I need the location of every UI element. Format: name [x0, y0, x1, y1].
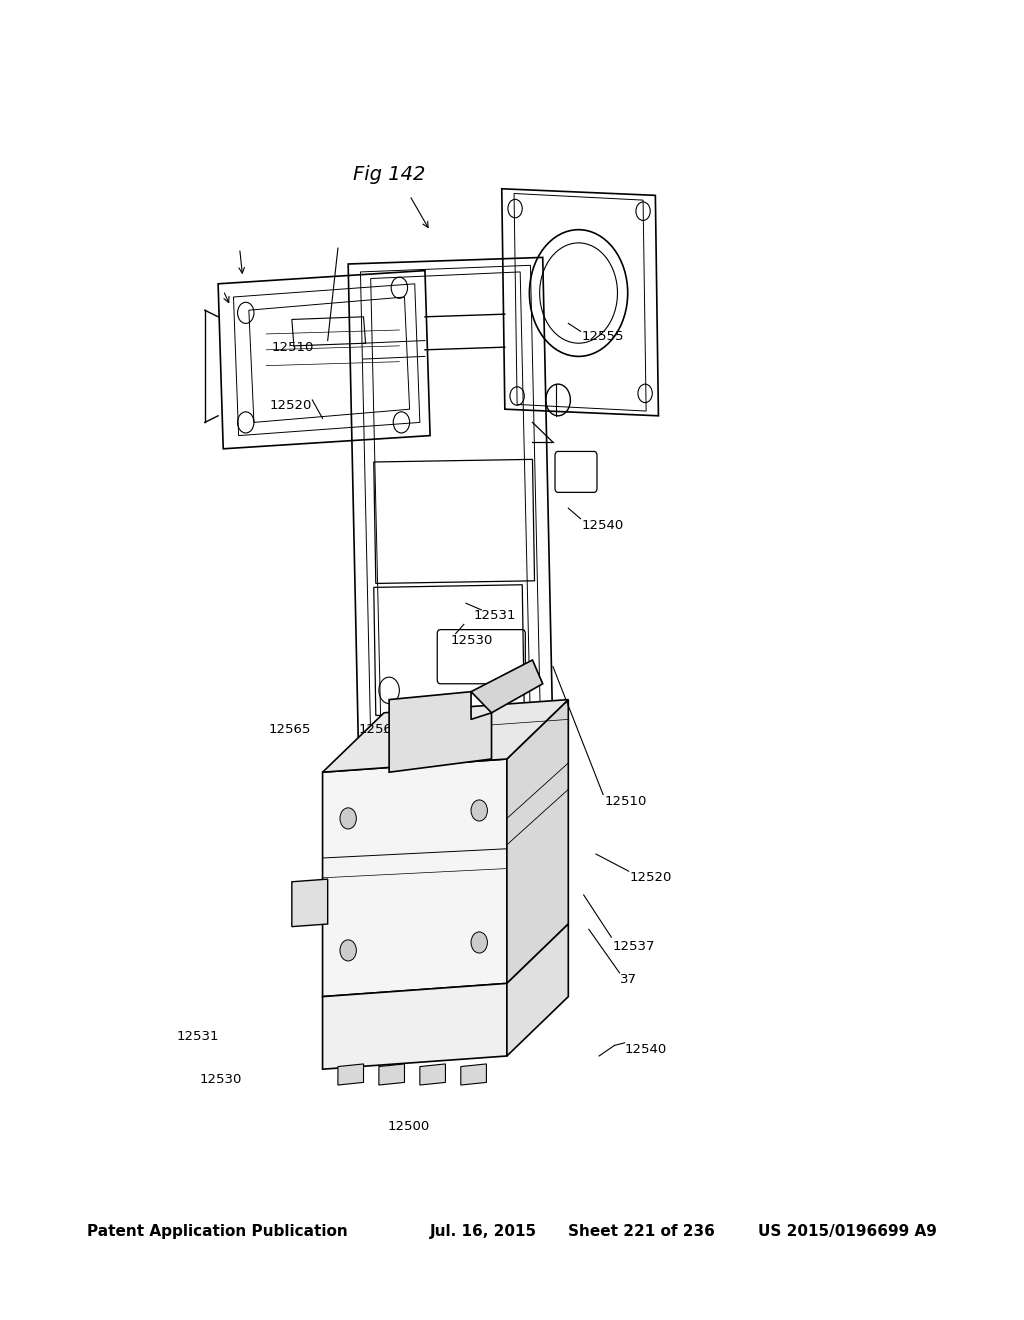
Polygon shape: [420, 1064, 445, 1085]
Circle shape: [340, 808, 356, 829]
Text: 12531: 12531: [176, 1030, 219, 1043]
Circle shape: [471, 932, 487, 953]
Circle shape: [471, 800, 487, 821]
Polygon shape: [323, 759, 507, 997]
Text: 12540: 12540: [582, 519, 624, 532]
Text: 12520: 12520: [269, 399, 311, 412]
Text: Patent Application Publication: Patent Application Publication: [87, 1224, 348, 1238]
Text: Jul. 16, 2015: Jul. 16, 2015: [430, 1224, 538, 1238]
Text: 12531: 12531: [473, 609, 516, 622]
Text: Fig 141: Fig 141: [394, 706, 466, 725]
Circle shape: [340, 940, 356, 961]
Text: 12537: 12537: [612, 940, 655, 953]
Text: 12520: 12520: [630, 871, 672, 884]
Text: 12565: 12565: [268, 723, 310, 737]
Polygon shape: [292, 879, 328, 927]
Polygon shape: [323, 983, 507, 1069]
Text: 12555: 12555: [582, 330, 625, 343]
Text: Fig 142: Fig 142: [353, 165, 425, 183]
Text: 12510: 12510: [604, 795, 646, 808]
Text: 12510: 12510: [271, 341, 313, 354]
Text: US 2015/0196699 A9: US 2015/0196699 A9: [758, 1224, 937, 1238]
Polygon shape: [507, 924, 568, 1056]
Text: 37: 37: [620, 973, 637, 986]
Text: Sheet 221 of 236: Sheet 221 of 236: [568, 1224, 715, 1238]
Text: 12530: 12530: [451, 634, 493, 647]
Polygon shape: [471, 660, 543, 713]
Polygon shape: [338, 1064, 364, 1085]
Polygon shape: [323, 700, 568, 772]
Polygon shape: [379, 1064, 404, 1085]
Text: 12500: 12500: [387, 1119, 429, 1133]
Text: 12540: 12540: [625, 1043, 667, 1056]
Text: 12530: 12530: [200, 1073, 242, 1086]
Polygon shape: [461, 1064, 486, 1085]
Polygon shape: [389, 692, 492, 772]
Text: 12560: 12560: [358, 723, 400, 737]
Polygon shape: [507, 700, 568, 983]
